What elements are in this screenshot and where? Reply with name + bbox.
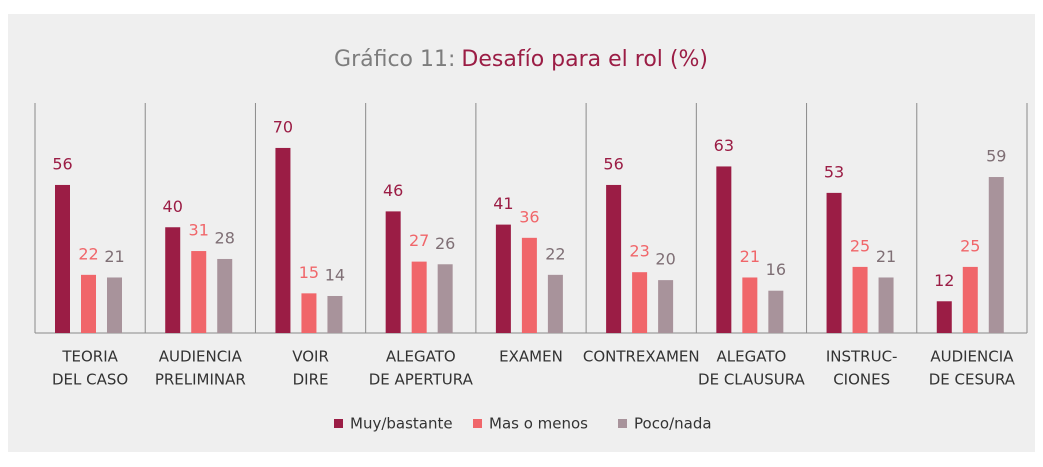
legend-label: Poco/nada — [634, 415, 712, 433]
x-tick-label: CONTREXAMEN — [583, 348, 700, 366]
bar — [411, 261, 427, 333]
x-tick-label: INSTRUC- — [826, 348, 898, 366]
x-tick-label: DE APERTURA — [369, 371, 474, 389]
value-label: 25 — [850, 236, 870, 255]
value-label: 20 — [655, 250, 675, 269]
bar — [191, 251, 207, 333]
x-tick-label: ALEGATO — [386, 348, 456, 366]
title-text: Desafío para el rol (%) — [461, 47, 708, 72]
bar — [521, 237, 537, 333]
x-tick-label: TEORIA — [61, 348, 118, 366]
value-label: 23 — [629, 242, 649, 261]
bar — [716, 166, 732, 333]
x-tick-label: CIONES — [833, 371, 890, 389]
bar — [437, 264, 453, 333]
value-label: 41 — [493, 194, 513, 213]
bar — [327, 295, 343, 333]
value-label: 56 — [603, 154, 623, 173]
value-label: 14 — [325, 265, 345, 284]
value-label: 56 — [52, 154, 72, 173]
value-label: 59 — [986, 147, 1006, 166]
legend-swatch — [473, 419, 482, 428]
value-label: 27 — [409, 231, 429, 250]
value-label: 12 — [934, 271, 954, 290]
value-label: 36 — [519, 207, 539, 226]
bar — [606, 184, 622, 333]
value-label: 46 — [383, 181, 403, 200]
value-label: 15 — [299, 263, 319, 282]
value-label: 28 — [215, 228, 235, 247]
x-tick-label: DEL CASO — [52, 371, 128, 389]
chart-title: Gráfico 11: Desafío para el rol (%) — [334, 47, 708, 72]
value-label: 21 — [104, 247, 124, 266]
bar — [107, 277, 122, 333]
x-tick-label: DE CESURA — [929, 371, 1016, 389]
x-tick-label: AUDIENCIA — [930, 348, 1014, 366]
x-tick-label: VOIR — [292, 348, 329, 366]
value-label: 70 — [273, 117, 293, 136]
bar — [962, 266, 978, 333]
bar — [495, 224, 511, 333]
value-label: 26 — [435, 234, 455, 253]
legend-label: Muy/bastante — [350, 415, 453, 433]
bar — [852, 266, 868, 333]
value-label: 21 — [740, 247, 760, 266]
legend-swatch — [618, 419, 627, 428]
value-label: 16 — [766, 260, 786, 279]
x-tick-label: DE CLAUSURA — [698, 371, 806, 389]
title-label: Gráfico 11: — [334, 47, 455, 72]
bar — [301, 293, 317, 333]
bar — [988, 177, 1004, 333]
bar — [385, 211, 401, 333]
bar — [547, 274, 563, 333]
bar — [878, 277, 894, 333]
value-label: 53 — [824, 162, 844, 181]
bar — [81, 274, 96, 333]
legend-swatch — [334, 419, 343, 428]
value-label: 22 — [78, 244, 98, 263]
x-tick-label: AUDIENCIA — [159, 348, 243, 366]
x-tick-label: PRELIMINAR — [155, 371, 246, 389]
bar — [275, 147, 291, 333]
legend-label: Mas o menos — [489, 415, 588, 433]
bar — [658, 280, 674, 333]
bar — [826, 192, 842, 333]
bar — [768, 290, 784, 333]
x-tick-label: DIRE — [293, 371, 329, 389]
bar — [217, 258, 233, 333]
bar — [632, 272, 648, 333]
x-tick-label: ALEGATO — [717, 348, 787, 366]
value-label: 63 — [714, 136, 734, 155]
bar — [936, 301, 952, 333]
bar — [742, 277, 758, 333]
value-label: 25 — [960, 236, 980, 255]
bar — [55, 184, 70, 333]
x-tick-label: EXAMEN — [499, 348, 563, 366]
value-label: 40 — [163, 197, 183, 216]
value-label: 31 — [189, 221, 209, 240]
value-label: 22 — [545, 244, 565, 263]
value-label: 21 — [876, 247, 896, 266]
bar — [165, 227, 181, 333]
